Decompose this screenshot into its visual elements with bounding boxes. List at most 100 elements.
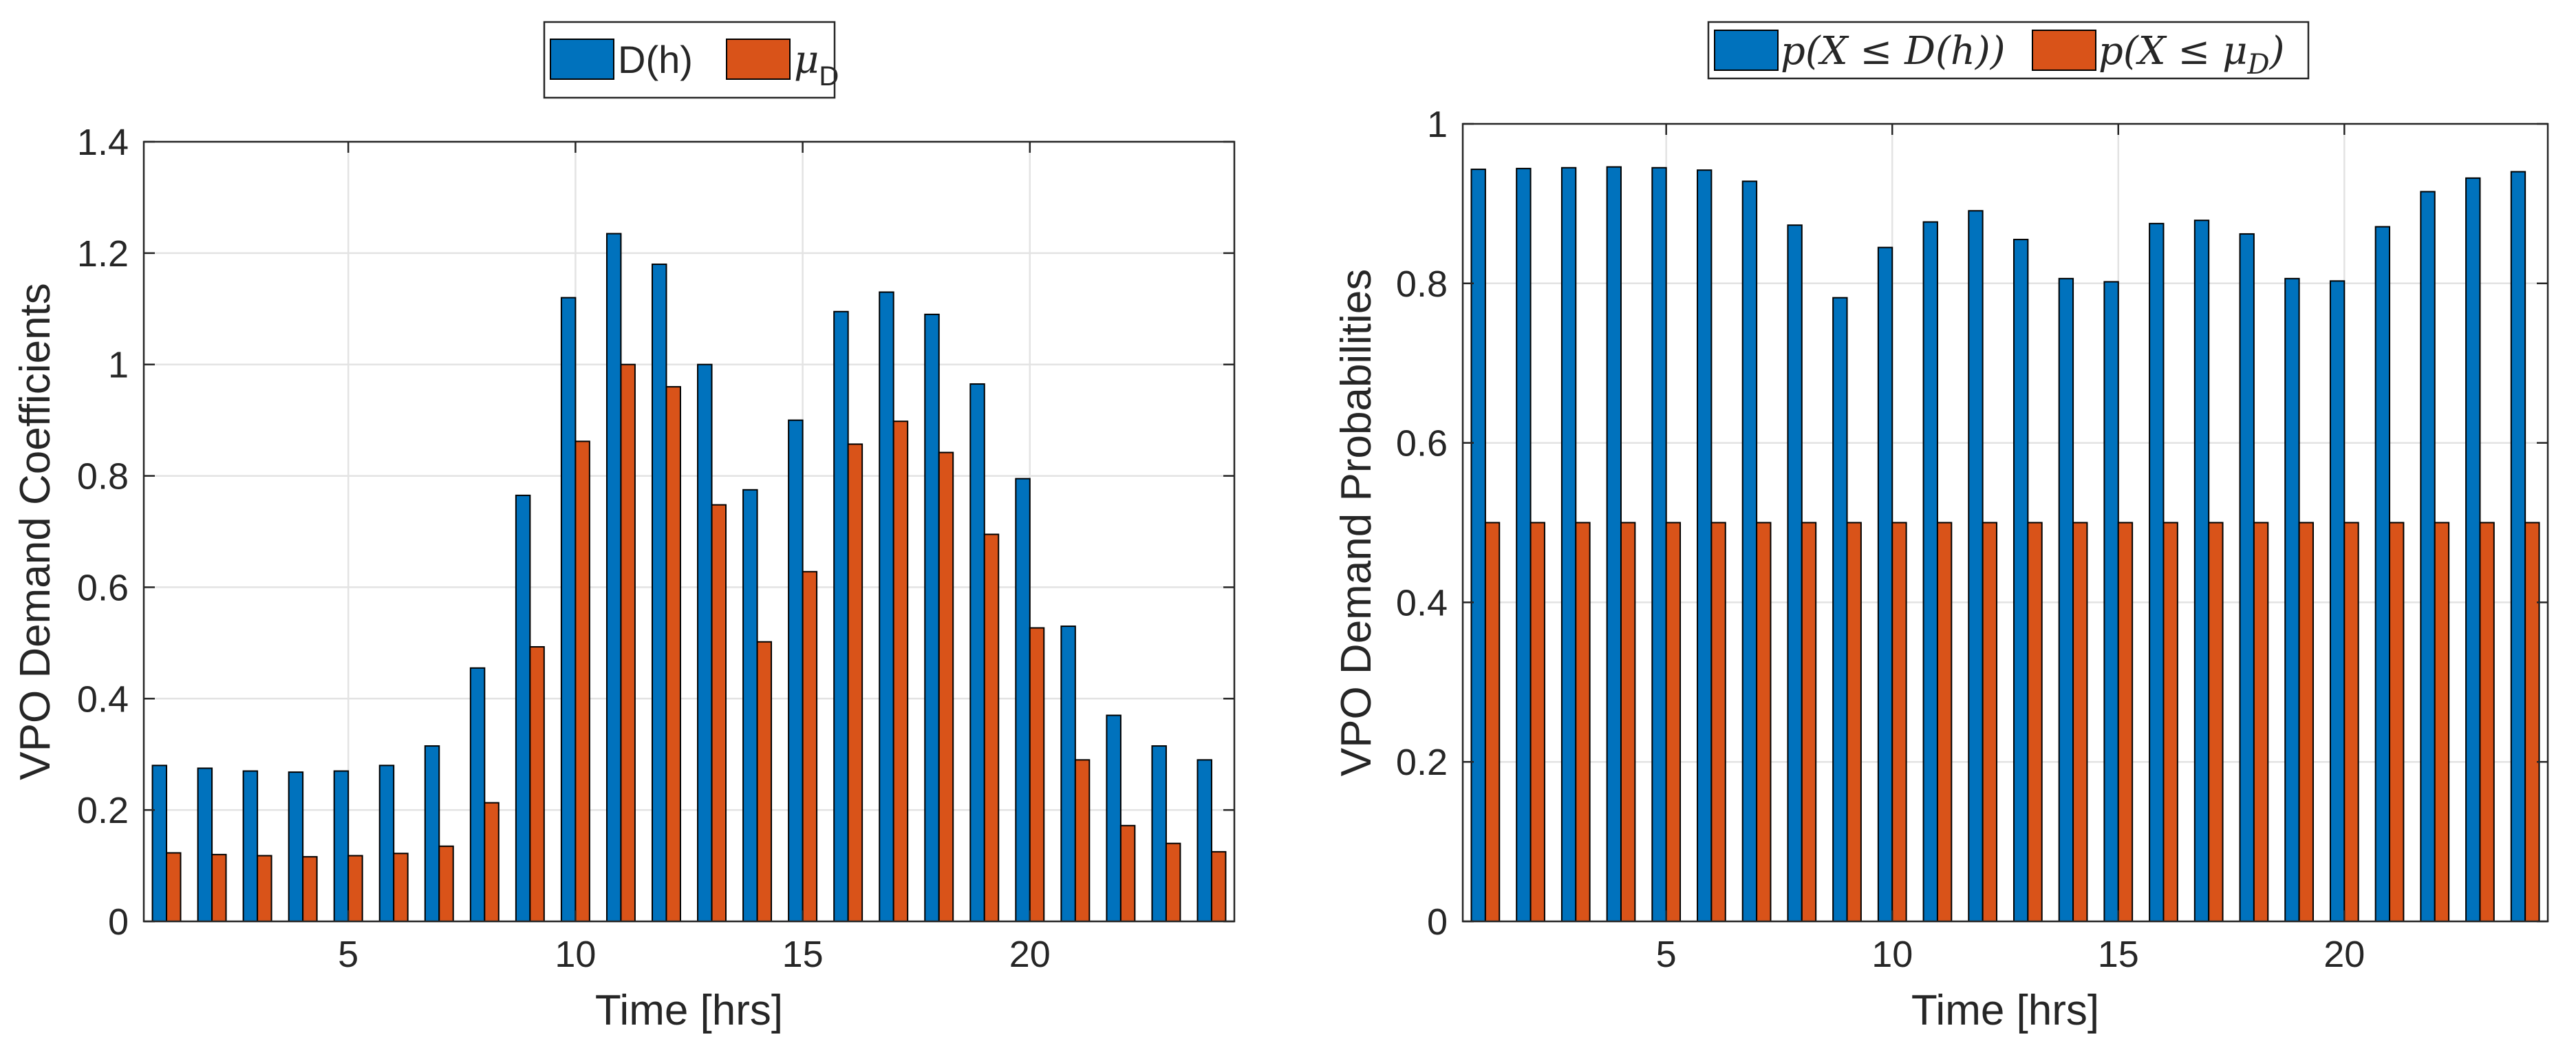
left-bar-series1-hour-18 xyxy=(924,313,940,922)
left-bar-series1-hour-22 xyxy=(1106,714,1121,923)
right-bar-series2-hour-2 xyxy=(1530,522,1545,922)
left-bar-series1-hour-21 xyxy=(1060,625,1076,922)
right-x-axis-label: Time [hrs] xyxy=(1911,987,2099,1034)
right-y-tick-label: 0.4 xyxy=(1396,582,1448,623)
right-chart: 5 10 15 20 0 0.2 0.4 0.6 0.8 1 Time [hrs] VPO Dem… xyxy=(1333,21,2549,1034)
right-bar-series1-hour-2 xyxy=(1516,167,1532,922)
left-legend-label-mu-sub: D xyxy=(819,61,839,92)
right-bar-series2-hour-19 xyxy=(2298,522,2314,922)
right-y-tick-label: 0.8 xyxy=(1396,264,1448,305)
right-bar-series2-hour-3 xyxy=(1575,522,1591,922)
left-bar-series2-hour-22 xyxy=(1119,824,1136,922)
left-y-tick-label: 1 xyxy=(108,345,129,386)
right-bar-series1-hour-3 xyxy=(1560,167,1577,922)
left-bar-series1-hour-4 xyxy=(288,771,304,923)
left-y-tick-label: 0.8 xyxy=(77,456,129,498)
right-ticks: 5 10 15 20 0 0.2 0.4 0.6 0.8 1 xyxy=(1396,104,2548,975)
left-bar-series1-hour-6 xyxy=(378,764,395,923)
right-legend-box xyxy=(1707,21,2310,80)
left-bar-series2-hour-12 xyxy=(665,386,681,922)
left-bar-series2-hour-10 xyxy=(575,440,590,922)
left-legend-label-dh: D(h) xyxy=(618,38,693,81)
right-bar-series2-hour-7 xyxy=(1756,522,1772,922)
right-bar-series2-hour-18 xyxy=(2253,522,2269,922)
left-bar-series1-hour-20 xyxy=(1015,478,1031,922)
left-bar-series1-hour-5 xyxy=(333,770,350,922)
right-bar-series2-hour-11 xyxy=(1936,522,1953,922)
left-bar-series2-hour-14 xyxy=(756,641,773,922)
right-bar-series1-hour-1 xyxy=(1470,169,1486,923)
left-bar-series1-hour-15 xyxy=(788,419,804,922)
right-bar-series2-hour-13 xyxy=(2027,522,2043,922)
right-bar-series1-hour-4 xyxy=(1606,166,1622,922)
right-legend-label-mu-main: p(X ≤ μ xyxy=(2099,29,2247,74)
left-bar-series2-hour-11 xyxy=(620,363,636,922)
right-legend-swatch-dh xyxy=(1714,30,1779,71)
left-bar-series2-hour-4 xyxy=(302,856,318,922)
right-bar-series2-hour-15 xyxy=(2117,522,2134,922)
right-bar-series2-hour-9 xyxy=(1846,522,1862,922)
left-bar-series2-hour-8 xyxy=(484,802,500,923)
left-legend-swatch-dh xyxy=(550,39,614,80)
left-x-axis-label: Time [hrs] xyxy=(595,987,783,1034)
right-bar-series1-hour-18 xyxy=(2239,233,2255,922)
left-bar-series1-hour-3 xyxy=(242,770,259,922)
right-legend-label-dh: p(X ≤ D(h)) xyxy=(1781,29,2006,74)
left-bar-series2-hour-1 xyxy=(166,852,182,923)
left-bar-series2-hour-13 xyxy=(711,504,727,922)
right-y-tick-label: 0.2 xyxy=(1396,742,1448,783)
left-bar-series1-hour-2 xyxy=(197,767,213,922)
left-bar-series1-hour-8 xyxy=(469,667,486,923)
left-bar-series1-hour-17 xyxy=(879,291,894,922)
left-bar-series2-hour-7 xyxy=(438,845,454,923)
left-bar-series2-hour-20 xyxy=(1029,627,1045,922)
right-bar-series2-hour-20 xyxy=(2343,522,2359,922)
right-bar-series1-hour-6 xyxy=(1697,169,1713,922)
left-ticks: 5 10 15 20 0 0.2 0.4 0.6 0.8 1 1.2 1.4 xyxy=(77,122,1234,975)
right-bar-series2-hour-12 xyxy=(1982,522,1998,922)
left-bar-series1-hour-24 xyxy=(1196,759,1212,922)
right-y-tick-label: 0.6 xyxy=(1396,423,1448,464)
left-bar-series1-hour-11 xyxy=(605,233,622,922)
right-bar-series2-hour-14 xyxy=(2072,522,2088,922)
right-bar-series2-hour-21 xyxy=(2389,522,2405,922)
right-x-tick-label: 20 xyxy=(2323,934,2365,975)
left-bar-series1-hour-12 xyxy=(652,264,667,922)
left-y-tick-label: 1.2 xyxy=(77,233,129,275)
right-bar-series1-hour-11 xyxy=(1922,221,1938,922)
right-bar-series1-hour-7 xyxy=(1741,180,1758,922)
right-bar-series1-hour-9 xyxy=(1832,297,1848,922)
left-bar-series2-hour-19 xyxy=(983,533,1000,922)
left-bar-series1-hour-1 xyxy=(151,764,168,923)
left-legend-label-mu: μD xyxy=(794,38,839,92)
right-x-tick-label: 10 xyxy=(1871,934,1913,975)
left-x-tick-label: 15 xyxy=(782,934,824,975)
left-y-tick-label: 0.2 xyxy=(77,790,129,831)
left-bar-series2-hour-18 xyxy=(938,451,954,922)
left-bar-series1-hour-7 xyxy=(424,745,440,922)
left-bar-series2-hour-3 xyxy=(257,855,272,922)
left-bar-series2-hour-16 xyxy=(847,443,863,922)
right-plot-area xyxy=(1461,122,2549,923)
right-bar-series1-hour-5 xyxy=(1651,167,1667,922)
right-y-tick-label: 0 xyxy=(1427,901,1448,943)
right-bar-series1-hour-17 xyxy=(2193,220,2210,922)
right-bar-series2-hour-5 xyxy=(1665,522,1682,922)
right-legend-swatch-mu xyxy=(2032,30,2096,71)
left-bar-series2-hour-24 xyxy=(1210,851,1227,922)
right-bar-series2-hour-10 xyxy=(1891,522,1907,922)
right-bar-series1-hour-12 xyxy=(1968,210,1984,922)
right-bar-series1-hour-19 xyxy=(2284,277,2300,922)
left-bars xyxy=(151,233,1227,923)
right-bar-series2-hour-24 xyxy=(2524,522,2540,922)
left-bar-series2-hour-15 xyxy=(802,570,818,922)
right-bar-series2-hour-8 xyxy=(1801,522,1817,922)
right-legend-label-mu-end: ) xyxy=(2269,29,2285,74)
left-bar-series2-hour-17 xyxy=(892,420,909,922)
left-bar-series2-hour-5 xyxy=(347,855,363,922)
right-bar-series2-hour-4 xyxy=(1620,522,1636,922)
left-y-axis-label: VPO Demand Coefficients xyxy=(12,283,59,780)
right-bar-series1-hour-20 xyxy=(2329,280,2346,922)
right-bar-series1-hour-13 xyxy=(2012,239,2029,922)
